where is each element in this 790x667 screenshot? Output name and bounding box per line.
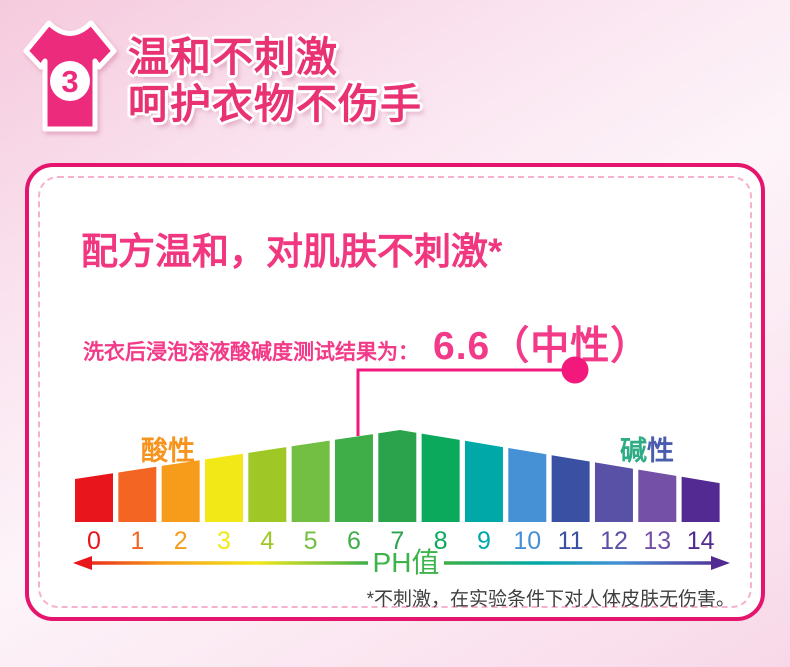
ph-bar-9 [464, 440, 503, 522]
ph-tick-2: 2 [174, 527, 188, 555]
alkali-label: 碱性 [620, 436, 674, 466]
content-panel: 配方温和，对肌肤不刺激* 洗衣后浸泡溶液酸碱度测试结果为： 6.6（中性） 0 1… [25, 163, 765, 621]
ph-tick-7: 7 [390, 527, 404, 555]
ph-tick-9: 9 [477, 527, 491, 555]
ph-bar-7 [378, 430, 417, 522]
ph-bar-6 [334, 434, 373, 522]
marker-dot [561, 356, 589, 384]
ph-tick-3: 3 [217, 527, 231, 555]
axis-label: PH值 [373, 547, 440, 578]
ph-bar-3 [204, 453, 243, 522]
ph-bar-12 [594, 462, 633, 522]
ph-tick-1: 1 [130, 527, 144, 555]
ph-tick-0: 0 [87, 527, 101, 555]
badge-circle [50, 61, 90, 101]
ph-tick-10: 10 [513, 527, 541, 555]
ph-bar-11 [551, 455, 590, 522]
ph-bar-2 [161, 460, 200, 522]
ph-bar-14 [681, 476, 720, 522]
ph-result-value: 6.6（中性） [433, 325, 651, 368]
page-title-line1: 温和不刺激 [128, 34, 338, 80]
marker-callout-line [356, 368, 575, 436]
tshirt-icon: 3 [23, 20, 117, 132]
page-title-line2: 呵护衣物不伤手 [128, 81, 422, 127]
ph-result-label: 洗衣后浸泡溶液酸碱度测试结果为： [83, 341, 419, 364]
ph-tick-4: 4 [260, 527, 274, 555]
ph-tick-13: 13 [643, 527, 671, 555]
ph-bar-0 [75, 473, 113, 522]
axis-arrowhead-left [73, 556, 92, 570]
ph-bar-13 [638, 469, 677, 522]
ph-bar-5 [291, 440, 330, 522]
ph-bar-1 [118, 466, 157, 522]
acid-label: 酸性 [141, 436, 195, 466]
ph-bar-10 [508, 448, 547, 522]
footnote: *不刺激，在实验条件下对人体皮肤无伤害。 [366, 589, 735, 610]
ph-result: 洗衣后浸泡溶液酸碱度测试结果为： 6.6（中性） [83, 315, 650, 371]
page-title: 温和不刺激 呵护衣物不伤手 [128, 34, 422, 128]
header: 3 温和不刺激 呵护衣物不伤手 [0, 0, 790, 160]
ph-bar-8 [421, 433, 460, 522]
badge-number: 3 [61, 64, 78, 99]
ph-tick-12: 12 [600, 527, 628, 555]
ph-tick-5: 5 [304, 527, 318, 555]
ph-tick-14: 14 [687, 527, 715, 555]
panel-heading: 配方温和，对肌肤不刺激* [81, 231, 503, 272]
ph-tick-8: 8 [434, 527, 448, 555]
ph-bar-4 [248, 447, 287, 522]
ph-tick-6: 6 [347, 527, 361, 555]
axis-arrowhead-right [711, 556, 730, 570]
ph-tick-11: 11 [558, 527, 584, 555]
